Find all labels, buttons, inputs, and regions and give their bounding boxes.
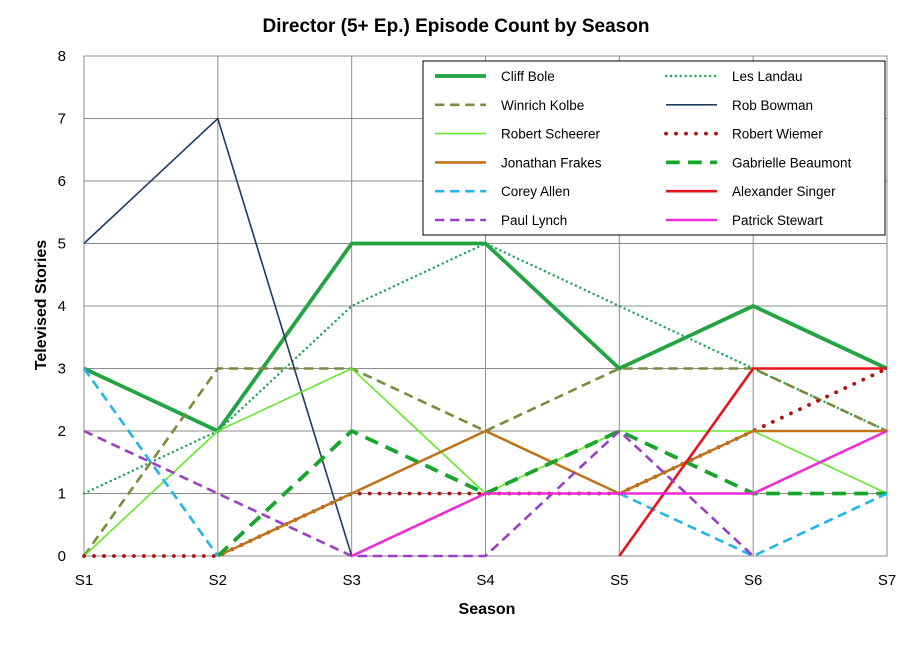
series-line-rob-bowman [83, 117, 353, 557]
legend-label: Gabrielle Beaumont [732, 155, 852, 170]
series-rob-bowman [83, 117, 353, 557]
x-axis-ticks: S1 S2 S3 S4 S5 S6 S7 [75, 572, 896, 589]
y-tick-label: 4 [58, 298, 66, 315]
y-tick-label: 7 [58, 111, 66, 128]
legend-label: Rob Bowman [732, 98, 813, 113]
series-line-corey-allen [82, 367, 219, 557]
legend-label: Corey Allen [501, 184, 570, 199]
legend-label: Cliff Bole [501, 69, 555, 84]
legend-label: Jonathan Frakes [501, 155, 602, 170]
x-tick-label: S5 [610, 572, 628, 589]
series-patrick-stewart [351, 429, 888, 558]
series-line-corey-allen [618, 492, 888, 558]
x-tick-label: S7 [878, 572, 896, 589]
y-axis-ticks: 0 1 2 3 4 5 6 7 8 [58, 48, 66, 565]
legend-entry-rob-bowman: Rob Bowman [666, 98, 813, 113]
x-tick-label: S6 [744, 572, 762, 589]
legend-box [422, 60, 886, 236]
y-tick-label: 2 [58, 423, 66, 440]
legend-entry-corey-allen: Corey Allen [435, 184, 570, 199]
legend-entry-patrick-stewart: Patrick Stewart [666, 213, 823, 228]
series-gabrielle-beaumont [216, 429, 887, 558]
legend-label: Patrick Stewart [732, 213, 823, 228]
x-tick-label: S4 [476, 572, 494, 589]
y-tick-label: 3 [58, 361, 66, 378]
series-layer [82, 117, 889, 558]
legend-label: Les Landau [732, 69, 803, 84]
x-tick-label: S2 [209, 572, 227, 589]
y-tick-label: 0 [58, 548, 66, 565]
legend-entry-paul-lynch: Paul Lynch [435, 213, 567, 228]
x-tick-label: S3 [342, 572, 360, 589]
legend-entry-les-landau: Les Landau [664, 69, 803, 84]
x-tick-label: S1 [75, 572, 93, 589]
series-corey-allen [82, 367, 888, 558]
y-tick-label: 8 [58, 48, 66, 65]
legend-entry-cliff-bole: Cliff Bole [435, 69, 555, 84]
y-tick-label: 5 [58, 236, 66, 253]
y-tick-label: 6 [58, 173, 66, 190]
legend-label: Paul Lynch [501, 213, 567, 228]
y-tick-label: 1 [58, 486, 66, 503]
y-axis-title: Televised Stories [33, 240, 50, 371]
series-line-paul-lynch [83, 429, 755, 558]
x-axis-title: Season [459, 601, 516, 618]
legend-entry-alexander-singer: Alexander Singer [666, 184, 836, 199]
series-line-patrick-stewart [351, 429, 888, 558]
legend-label: Robert Wiemer [732, 127, 823, 142]
legend-entry-gabrielle-beaumont: Gabrielle Beaumont [666, 155, 852, 170]
legend-label: Winrich Kolbe [501, 98, 584, 113]
series-line-gabrielle-beaumont [216, 429, 887, 558]
legend: Cliff Bole Les Landau Winrich Kolbe Rob Bow… [422, 60, 886, 236]
legend-entry-robert-wiemer: Robert Wiemer [664, 127, 823, 142]
legend-label: Robert Scheerer [501, 127, 601, 142]
legend-entry-winrich-kolbe: Winrich Kolbe [435, 98, 584, 113]
legend-entry-robert-scheerer: Robert Scheerer [435, 127, 601, 142]
chart-title: Director (5+ Ep.) Episode Count by Seaso… [263, 16, 650, 37]
legend-entry-jonathan-frakes: Jonathan Frakes [435, 155, 602, 170]
series-paul-lynch [83, 429, 755, 558]
legend-label: Alexander Singer [732, 184, 836, 199]
